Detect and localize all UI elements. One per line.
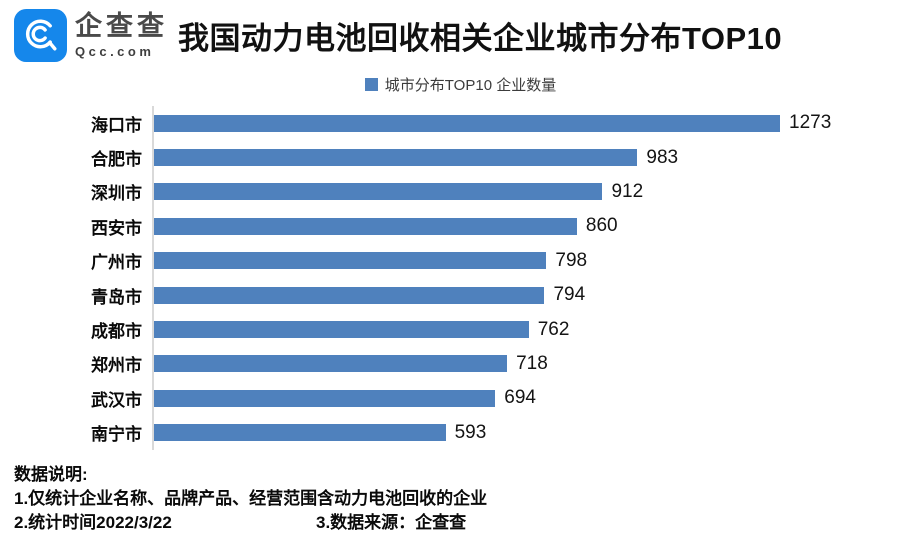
bar-track: 798 <box>152 243 910 278</box>
bar-track: 718 <box>152 346 910 382</box>
category-label: 深圳市 <box>91 184 142 204</box>
value-label: 983 <box>646 146 679 168</box>
bar-track: 860 <box>152 209 910 244</box>
bar <box>154 286 545 304</box>
chart-rows: 海口市 1273 合肥市 983 深圳市 912 西安市 860 广州市 798 青岛市 794 成都市… <box>10 106 910 450</box>
chart-row: 广州市 798 <box>10 243 910 278</box>
bar <box>154 389 496 407</box>
bar <box>154 355 508 373</box>
notes-heading: 数据说明: <box>14 465 88 484</box>
chart-row: 郑州市 718 <box>10 346 910 382</box>
bar <box>154 149 638 167</box>
data-notes: 数据说明: 1.仅统计企业名称、品牌产品、经营范围含动力电池回收的企业 2.统计… <box>14 463 487 535</box>
brand-text: 企查查 Qcc.com <box>75 11 168 59</box>
chart-row: 青岛市 794 <box>10 277 910 313</box>
bar <box>154 183 603 201</box>
bar-track: 983 <box>152 140 910 175</box>
value-label: 1273 <box>789 112 832 134</box>
bar <box>154 114 780 132</box>
chart-row: 合肥市 983 <box>10 140 910 175</box>
header: 企查查 Qcc.com 我国动力电池回收相关企业城市分布TOP10 <box>14 9 782 62</box>
value-label: 860 <box>585 215 618 237</box>
bar-track: 593 <box>152 415 910 450</box>
bar <box>154 217 577 235</box>
note-scope: 1.仅统计企业名称、品牌产品、经营范围含动力电池回收的企业 <box>14 489 488 509</box>
bar-track: 694 <box>152 381 910 416</box>
brand-name: 企查查 <box>75 11 168 42</box>
bar-track: 1273 <box>152 106 910 141</box>
bar-chart: 海口市 1273 合肥市 983 深圳市 912 西安市 860 广州市 798 青岛市 794 成都市… <box>10 106 910 450</box>
category-label: 海口市 <box>91 115 142 135</box>
value-label: 798 <box>555 249 588 271</box>
page-title: 我国动力电池回收相关企业城市分布TOP10 <box>178 21 783 56</box>
bar-track: 912 <box>152 174 910 210</box>
chart-row: 西安市 860 <box>10 209 910 244</box>
bar-track: 762 <box>152 312 910 347</box>
value-label: 694 <box>504 387 536 409</box>
category-label: 广州市 <box>91 253 142 273</box>
bar <box>154 321 529 339</box>
category-label: 武汉市 <box>91 390 142 410</box>
note-date: 2.统计时间2022/3/22 <box>14 513 172 533</box>
category-label: 郑州市 <box>91 356 142 376</box>
value-label: 718 <box>516 352 548 374</box>
category-label: 成都市 <box>91 322 142 342</box>
value-label: 794 <box>553 284 586 306</box>
chart-row: 南宁市 593 <box>10 415 910 450</box>
chart-legend: 城市分布TOP10 企业数量 <box>0 74 921 95</box>
category-label: 南宁市 <box>91 425 142 445</box>
value-label: 762 <box>537 318 570 340</box>
bar-track: 794 <box>152 277 910 313</box>
note-source: 3.数据来源：企查查 <box>316 513 467 533</box>
bar <box>154 424 446 442</box>
legend-marker-icon <box>364 78 378 91</box>
chart-row: 武汉市 694 <box>10 381 910 416</box>
value-label: 593 <box>454 421 487 443</box>
legend-label: 城市分布TOP10 企业数量 <box>384 77 557 94</box>
category-label: 合肥市 <box>91 150 142 170</box>
bar <box>154 252 547 270</box>
chart-row: 深圳市 912 <box>10 174 910 210</box>
chart-row: 成都市 762 <box>10 312 910 347</box>
category-label: 青岛市 <box>91 287 142 307</box>
category-label: 西安市 <box>91 218 142 238</box>
note-line: 2.统计时间2022/3/22 3.数据来源：企查查 <box>14 511 487 535</box>
brand-domain: Qcc.com <box>75 43 155 59</box>
qcc-logo-icon <box>14 9 67 62</box>
value-label: 912 <box>611 180 644 202</box>
chart-row: 海口市 1273 <box>10 106 910 141</box>
